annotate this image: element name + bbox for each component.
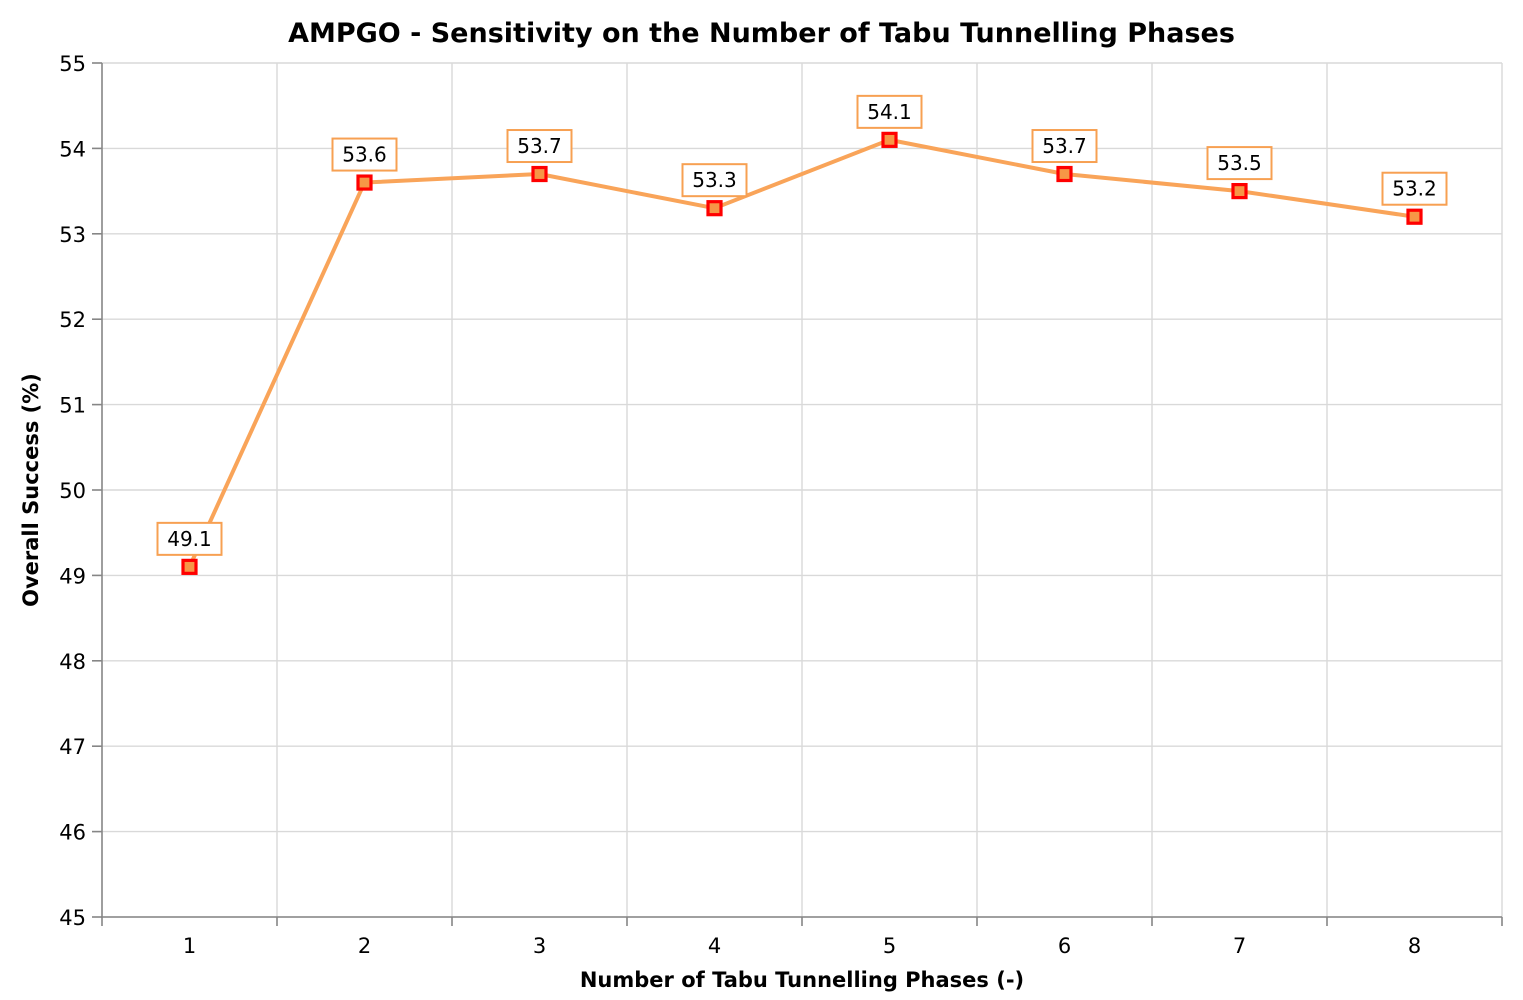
data-point-marker [1056,165,1073,183]
y-tick-label: 51 [59,394,86,418]
data-point-marker [881,131,898,148]
x-tick-label: 8 [1408,934,1421,958]
y-tick-label: 46 [59,821,86,845]
x-tick-label: 2 [358,934,371,958]
data-label-box [681,163,748,198]
y-tick-label: 55 [59,52,86,76]
y-tick-label: 50 [59,479,86,503]
data-label: 54.1 [867,100,912,124]
chart-title: AMPGO - Sensitivity on the Number of Tab… [288,18,1235,49]
y-tick-label: 45 [59,906,86,930]
y-tick-label: 49 [59,564,86,588]
y-tick-label: 52 [59,308,86,332]
y-tick-label: 48 [59,650,86,674]
data-label: 53.7 [1042,134,1087,158]
data-label-box [506,129,573,164]
data-label: 49.1 [167,527,212,551]
data-label-box [331,137,398,172]
data-point-marker [181,558,198,575]
data-point-marker [356,174,373,191]
y-tick-label: 47 [59,735,86,759]
x-tick-label: 5 [883,934,896,958]
data-label-box [856,94,923,129]
x-tick-label: 3 [533,934,546,958]
y-tick-label: 53 [59,223,86,247]
data-label: 53.7 [517,134,562,158]
data-label: 53.6 [342,143,387,167]
y-tick-label: 54 [59,137,86,161]
data-label-box [1381,171,1448,206]
series-line [187,137,1417,569]
x-tick-label: 4 [708,934,721,958]
x-tick-label: 7 [1233,934,1246,958]
data-label-box [156,521,223,556]
data-point-marker [531,165,548,183]
data-label: 53.5 [1217,151,1262,175]
data-point-marker [706,200,723,217]
data-point-marker [1406,208,1423,225]
data-label: 53.2 [1392,177,1437,201]
x-tick-label: 6 [1058,934,1071,958]
data-point-marker [1231,183,1248,200]
data-label-box [1031,129,1098,164]
data-label-box [1206,146,1273,181]
data-label: 53.3 [692,168,737,192]
x-tick-label: 1 [183,934,196,958]
x-axis-title: Number of Tabu Tunnelling Phases (-) [579,968,1025,992]
